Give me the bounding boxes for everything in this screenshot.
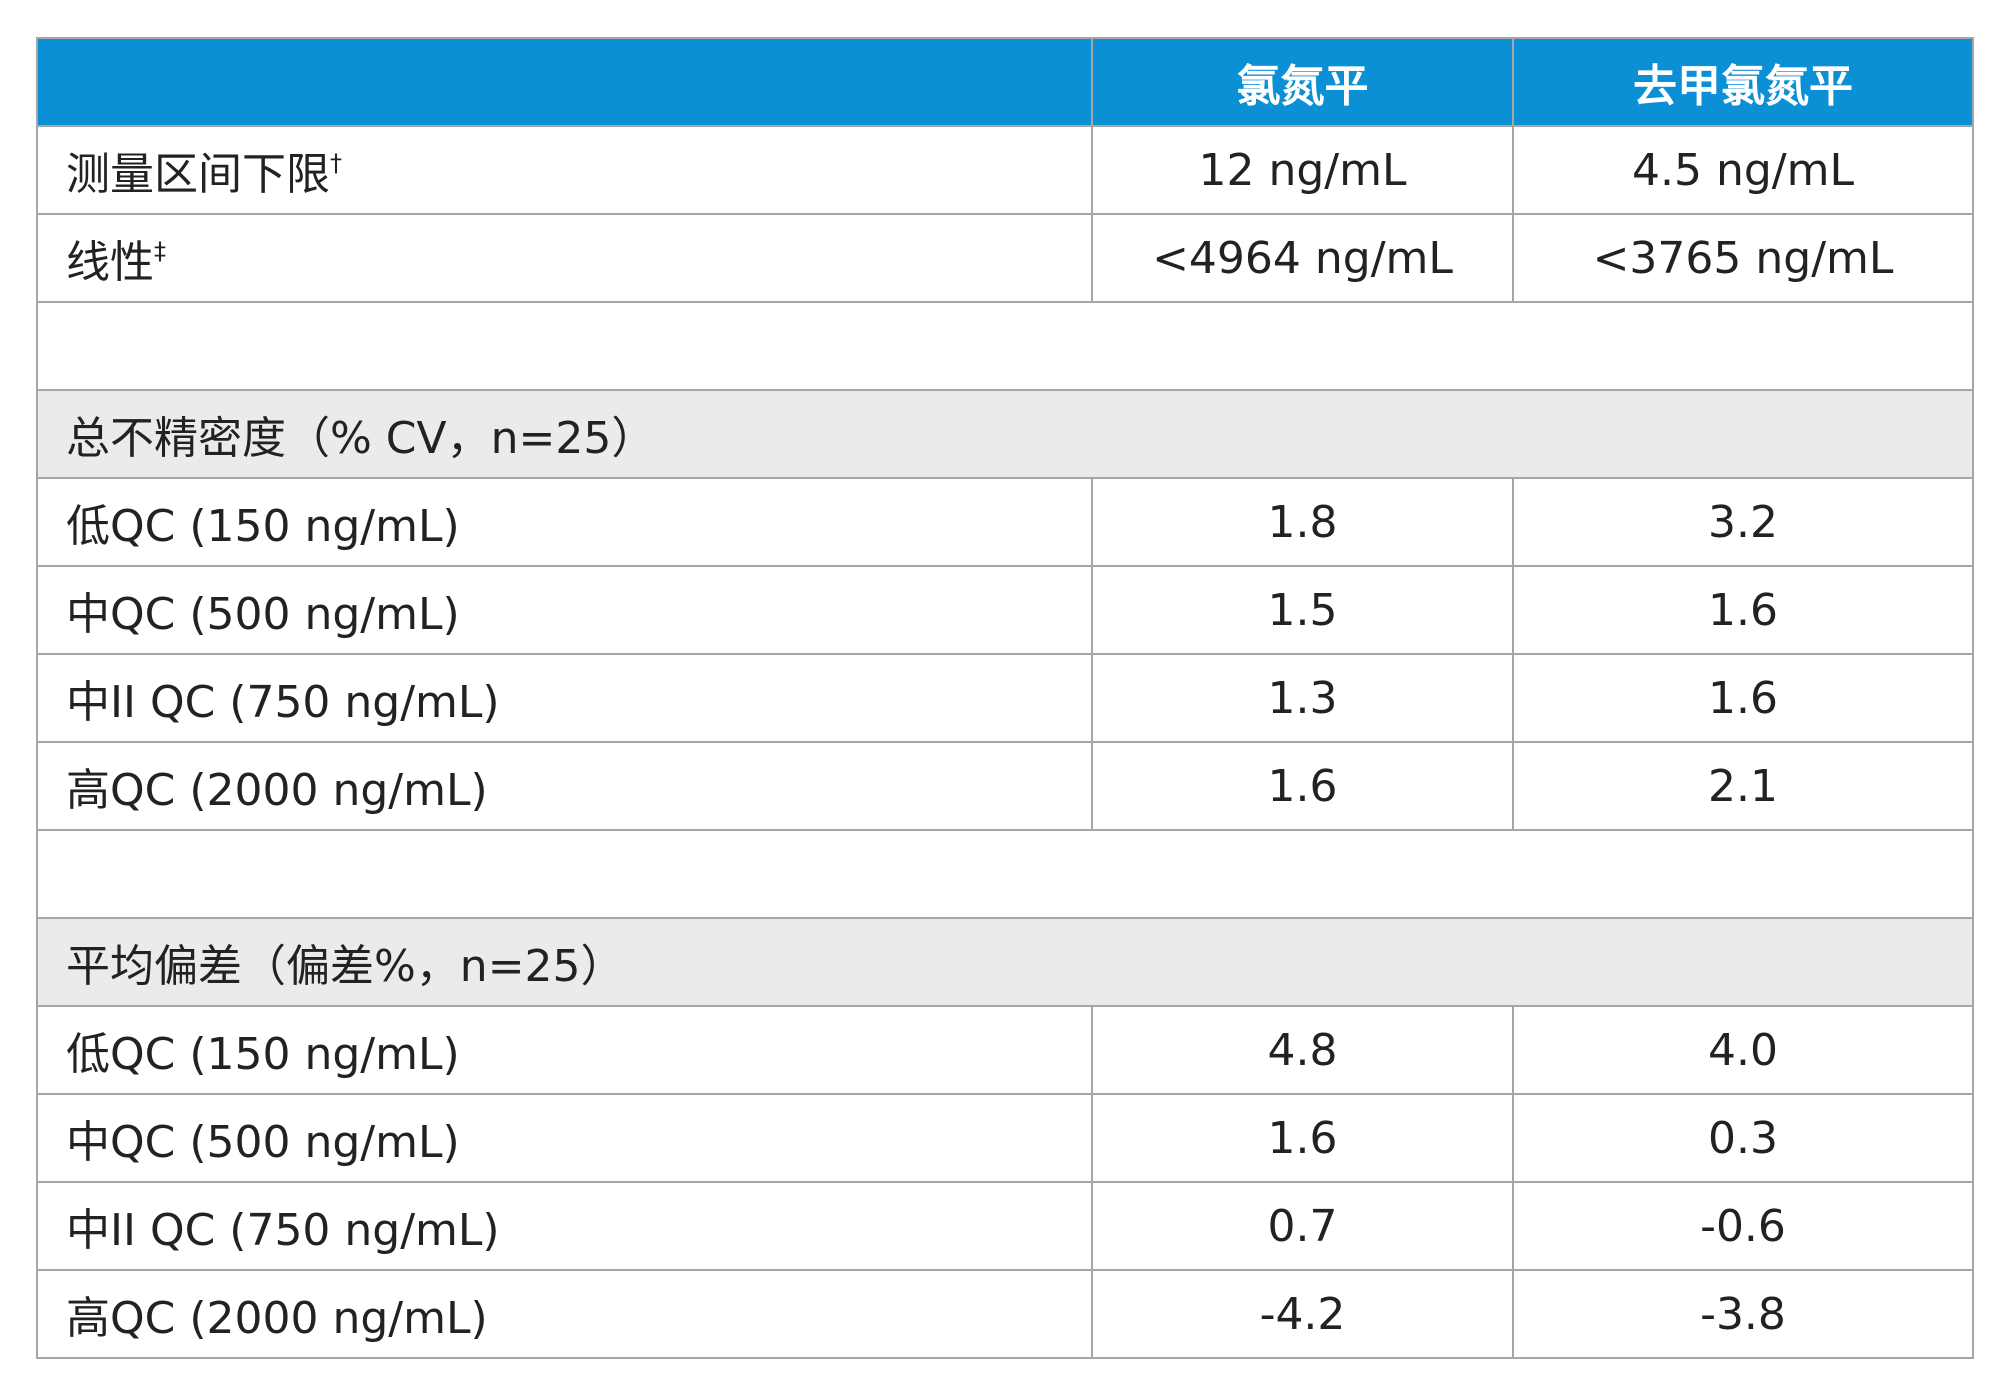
spacer-row <box>36 301 1974 391</box>
row-label: 高QC (2000 ng/mL) <box>66 1293 488 1344</box>
row-label: 低QC (150 ng/mL) <box>66 501 460 552</box>
value-cell: 4.8 <box>1091 1005 1514 1095</box>
row-label: 中QC (500 ng/mL) <box>66 589 460 640</box>
data-table: 氯氮平 去甲氯氮平 测量区间下限† 12 ng/mL 4.5 ng/mL 线性‡ <49… <box>36 37 1974 1359</box>
value-cell: 1.6 <box>1512 653 1974 743</box>
value-cell: -4.2 <box>1091 1269 1514 1359</box>
spacer-cell <box>36 829 1974 919</box>
data-row: 中II QC (750 ng/mL) 1.3 1.6 <box>36 653 1974 743</box>
data-row: 中QC (500 ng/mL) 1.5 1.6 <box>36 565 1974 655</box>
footnote-mark: ‡ <box>154 237 166 265</box>
row-label-cell: 中QC (500 ng/mL) <box>36 565 1093 655</box>
value-cell: 4.5 ng/mL <box>1512 125 1974 215</box>
header-row: 氯氮平 去甲氯氮平 <box>36 37 1974 127</box>
data-row: 低QC (150 ng/mL) 4.8 4.0 <box>36 1005 1974 1095</box>
row-label-cell: 高QC (2000 ng/mL) <box>36 741 1093 831</box>
value-cell: <4964 ng/mL <box>1091 213 1514 303</box>
header-cell: 氯氮平 <box>1091 37 1514 127</box>
data-row: 高QC (2000 ng/mL) 1.6 2.1 <box>36 741 1974 831</box>
value-cell: <3765 ng/mL <box>1512 213 1974 303</box>
row-label-cell: 低QC (150 ng/mL) <box>36 477 1093 567</box>
value-cell: 1.6 <box>1512 565 1974 655</box>
row-label-cell: 低QC (150 ng/mL) <box>36 1005 1093 1095</box>
row-label: 测量区间下限 <box>66 149 330 200</box>
row-label: 线性 <box>66 237 154 288</box>
section-row: 总不精密度（% CV，n=25） <box>36 389 1974 479</box>
row-label: 中II QC (750 ng/mL) <box>66 677 500 728</box>
footnote-mark: † <box>330 149 342 177</box>
value-cell: 4.0 <box>1512 1005 1974 1095</box>
value-cell: 1.5 <box>1091 565 1514 655</box>
row-label-cell: 中QC (500 ng/mL) <box>36 1093 1093 1183</box>
value-cell: 1.6 <box>1091 741 1514 831</box>
section-title: 总不精密度（% CV，n=25） <box>36 389 1974 479</box>
header-cell <box>36 37 1093 127</box>
row-label-cell: 中II QC (750 ng/mL) <box>36 1181 1093 1271</box>
value-cell: -3.8 <box>1512 1269 1974 1359</box>
row-label: 高QC (2000 ng/mL) <box>66 765 488 816</box>
row-label: 中QC (500 ng/mL) <box>66 1117 460 1168</box>
value-cell: 1.3 <box>1091 653 1514 743</box>
value-cell: 0.7 <box>1091 1181 1514 1271</box>
value-cell: -0.6 <box>1512 1181 1974 1271</box>
data-row: 线性‡ <4964 ng/mL <3765 ng/mL <box>36 213 1974 303</box>
value-cell: 3.2 <box>1512 477 1974 567</box>
row-label: 中II QC (750 ng/mL) <box>66 1205 500 1256</box>
section-row: 平均偏差（偏差%，n=25） <box>36 917 1974 1007</box>
data-row: 低QC (150 ng/mL) 1.8 3.2 <box>36 477 1974 567</box>
section-title: 平均偏差（偏差%，n=25） <box>36 917 1974 1007</box>
data-row: 中QC (500 ng/mL) 1.6 0.3 <box>36 1093 1974 1183</box>
data-row: 中II QC (750 ng/mL) 0.7 -0.6 <box>36 1181 1974 1271</box>
value-cell: 12 ng/mL <box>1091 125 1514 215</box>
data-row: 高QC (2000 ng/mL) -4.2 -3.8 <box>36 1269 1974 1359</box>
row-label-cell: 高QC (2000 ng/mL) <box>36 1269 1093 1359</box>
value-cell: 1.8 <box>1091 477 1514 567</box>
row-label-cell: 测量区间下限† <box>36 125 1093 215</box>
row-label-cell: 中II QC (750 ng/mL) <box>36 653 1093 743</box>
row-label: 低QC (150 ng/mL) <box>66 1029 460 1080</box>
header-cell: 去甲氯氮平 <box>1512 37 1974 127</box>
data-row: 测量区间下限† 12 ng/mL 4.5 ng/mL <box>36 125 1974 215</box>
spacer-cell <box>36 301 1974 391</box>
row-label-cell: 线性‡ <box>36 213 1093 303</box>
spacer-row <box>36 829 1974 919</box>
value-cell: 0.3 <box>1512 1093 1974 1183</box>
value-cell: 2.1 <box>1512 741 1974 831</box>
table-body: 测量区间下限† 12 ng/mL 4.5 ng/mL 线性‡ <4964 ng/mL <3… <box>36 125 1974 1359</box>
value-cell: 1.6 <box>1091 1093 1514 1183</box>
